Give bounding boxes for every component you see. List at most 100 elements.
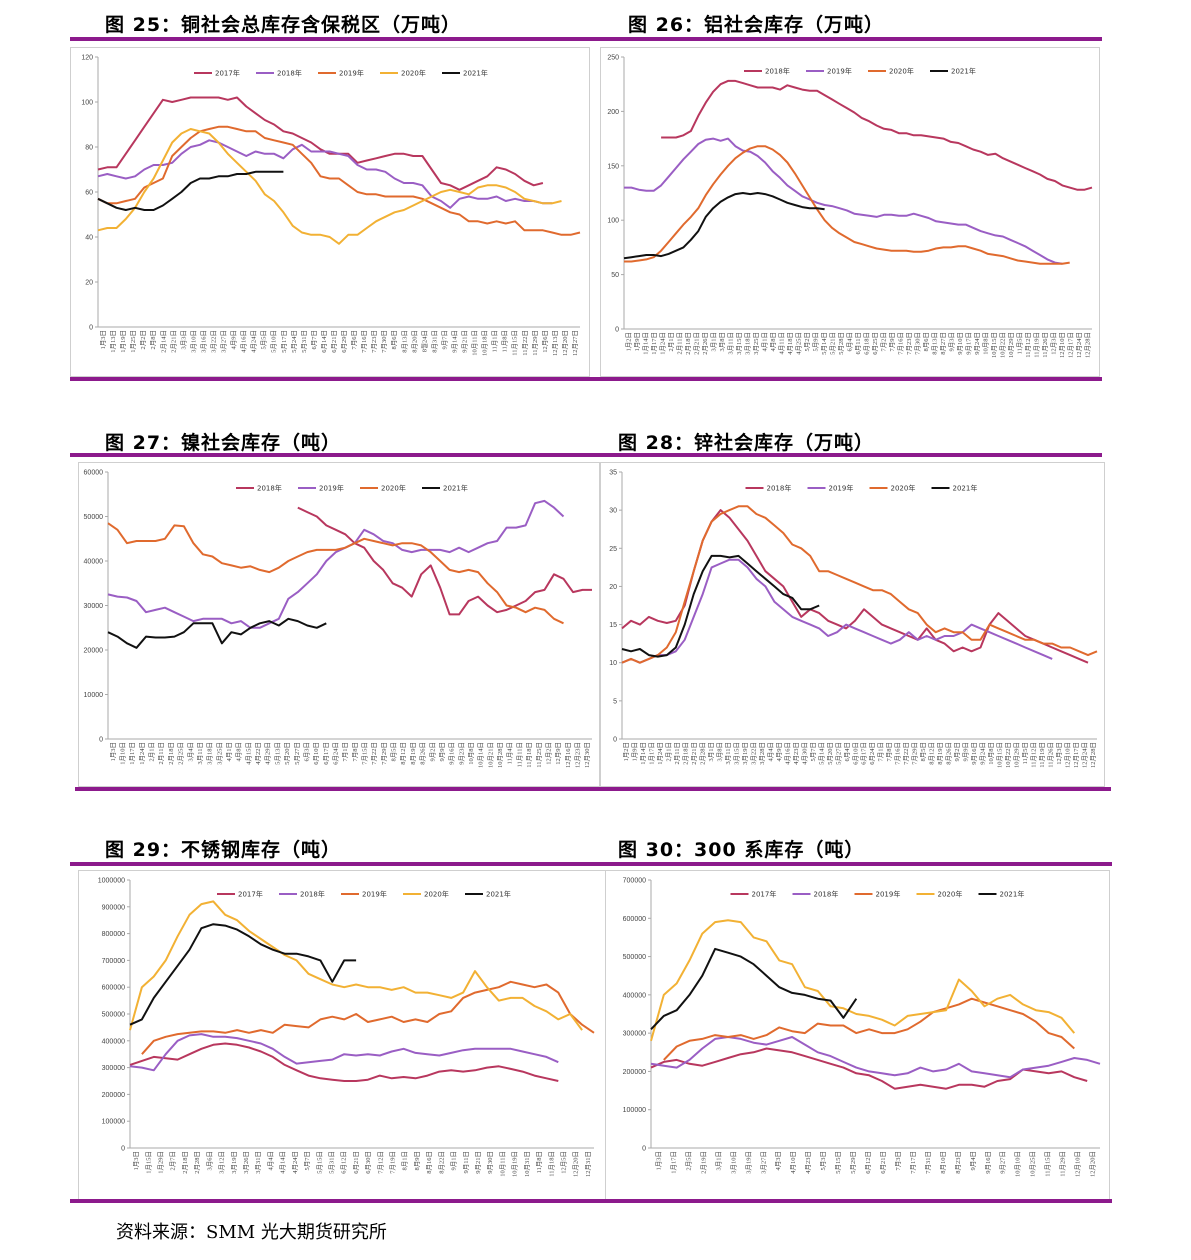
x-tick-label: 7月6日 xyxy=(350,330,358,350)
legend-label: 2018年 xyxy=(277,69,302,78)
x-tick-label: 6月3日 xyxy=(302,742,310,762)
x-tick-label: 8月6日 xyxy=(390,330,398,350)
x-tick-label: 4月24日 xyxy=(250,330,258,353)
y-tick-label: 600000 xyxy=(102,985,125,992)
x-tick-label: 2月7日 xyxy=(169,1151,177,1171)
x-tick-label: 11月12日 xyxy=(1024,332,1032,358)
series-line xyxy=(129,1042,559,1082)
x-tick-label: 7月30日 xyxy=(914,332,922,355)
x-tick-label: 3月25日 xyxy=(215,742,223,765)
x-tick-label: 10月8日 xyxy=(982,332,990,355)
x-tick-label: 9月4日 xyxy=(969,1151,977,1171)
legend-label: 2020年 xyxy=(381,484,406,493)
x-tick-label: 3月3日 xyxy=(179,330,187,350)
series-line xyxy=(97,139,553,209)
legend-label: 2019年 xyxy=(876,890,901,899)
y-tick-label: 30000 xyxy=(84,603,104,610)
x-tick-label: 5月3日 xyxy=(819,1151,827,1171)
x-tick-label: 11月29日 xyxy=(531,330,539,356)
legend-label: 2018年 xyxy=(765,67,790,76)
x-tick-label: 9月14日 xyxy=(450,330,458,353)
x-tick-label: 4月23日 xyxy=(804,1151,812,1174)
series-line xyxy=(107,617,327,649)
x-tick-label: 7月19日 xyxy=(389,1151,397,1174)
x-tick-label: 2月21日 xyxy=(169,330,177,353)
legend-label: 2021年 xyxy=(463,69,488,78)
x-tick-label: 2月5日 xyxy=(684,1151,692,1171)
x-tick-label: 8月31日 xyxy=(430,330,438,353)
x-tick-label: 4月8日 xyxy=(235,742,243,762)
x-tick-label: 11月5日 xyxy=(1016,332,1024,355)
series-line xyxy=(107,522,564,625)
x-tick-label: 1月3日 xyxy=(132,1151,140,1171)
legend-label: 2019年 xyxy=(319,484,344,493)
x-tick-label: 12月30日 xyxy=(583,742,591,768)
y-tick-label: 0 xyxy=(615,327,619,334)
series-line xyxy=(297,506,592,616)
series-line xyxy=(97,125,581,236)
y-tick-label: 0 xyxy=(642,1146,646,1153)
y-tick-label: 700000 xyxy=(102,958,125,965)
x-tick-label: 4月11日 xyxy=(777,332,785,355)
x-tick-label: 1月3日 xyxy=(654,1151,662,1171)
x-tick-label: 3月25日 xyxy=(752,332,760,355)
x-tick-label: 1月14日 xyxy=(639,742,647,765)
x-tick-label: 2月2日 xyxy=(139,330,147,350)
x-tick-label: 8月26日 xyxy=(419,742,427,765)
y-tick-label: 120 xyxy=(81,55,93,62)
x-tick-label: 6月11日 xyxy=(854,332,862,355)
x-tick-label: 5月31日 xyxy=(327,1151,335,1174)
x-tick-label: 11月15日 xyxy=(511,330,519,356)
x-tick-label: 4月14日 xyxy=(279,1151,287,1174)
x-tick-label: 6月25日 xyxy=(871,332,879,355)
x-tick-label: 12月3日 xyxy=(1050,332,1058,355)
x-tick-label: 7月16日 xyxy=(360,330,368,353)
y-tick-label: 150 xyxy=(607,163,619,170)
x-tick-label: 3月31日 xyxy=(254,1151,262,1174)
chart-copy-inventory: 0 20 40 60 80 100 120 1月3日 1月13日 1月19日 1月25日 2月2日 2月… xyxy=(70,47,590,377)
y-tick-label: 500000 xyxy=(623,954,646,961)
x-tick-label: 7月12日 xyxy=(376,1151,384,1174)
x-tick-label: 5月5日 xyxy=(260,330,268,350)
chart-300-series-inventory: 0 100000 200000 300000 400000 500000 600000 700… xyxy=(605,870,1110,1200)
x-tick-label: 12月20日 xyxy=(561,330,569,356)
x-tick-label: 9月24日 xyxy=(978,742,986,765)
x-tick-label: 5月17日 xyxy=(280,330,288,353)
x-tick-label: 4月9日 xyxy=(775,742,783,762)
x-tick-label: 8月19日 xyxy=(936,742,944,765)
chart-title-25: 图 25：铜社会总库存含保税区（万吨） xyxy=(105,14,462,36)
x-tick-label: 5月14日 xyxy=(820,332,828,355)
x-tick-label: 6月12日 xyxy=(864,1151,872,1174)
legend-label: 2018年 xyxy=(300,890,325,899)
x-tick-label: 7月1日 xyxy=(341,742,349,762)
x-tick-label: 11月22日 xyxy=(521,330,529,356)
y-tick-label: 30 xyxy=(609,508,617,515)
x-tick-label: 9月27日 xyxy=(999,1151,1007,1174)
x-tick-label: 1月17日 xyxy=(128,742,136,765)
x-tick-label: 6月29日 xyxy=(340,330,348,353)
x-tick-label: 12月17日 xyxy=(1072,742,1080,768)
x-tick-label: 7月22日 xyxy=(902,742,910,765)
x-tick-label: 1月14日 xyxy=(641,332,649,355)
x-tick-label: 11月15日 xyxy=(1044,1151,1052,1177)
y-tick-label: 400000 xyxy=(623,992,646,999)
y-tick-label: 0 xyxy=(89,325,93,332)
x-tick-label: 6月21日 xyxy=(330,330,338,353)
x-tick-label: 9月2日 xyxy=(428,742,436,762)
y-tick-label: 100000 xyxy=(102,1119,125,1126)
x-tick-label: 7月29日 xyxy=(380,742,388,765)
series-line xyxy=(107,499,565,629)
x-tick-label: 3月19日 xyxy=(741,742,749,765)
x-tick-label: 12月13日 xyxy=(551,330,559,356)
y-tick-label: 0 xyxy=(121,1146,125,1153)
x-tick-label: 5月15日 xyxy=(315,1151,323,1174)
chart-title-30: 图 30：300 系库存（吨） xyxy=(618,839,865,861)
legend-label: 2020年 xyxy=(891,484,916,493)
series-line xyxy=(624,137,1063,265)
y-tick-label: 100000 xyxy=(623,1107,646,1114)
x-tick-label: 10月18日 xyxy=(481,330,489,356)
x-tick-label: 3月1日 xyxy=(714,1151,722,1171)
x-tick-label: 1月24日 xyxy=(658,332,666,355)
x-tick-label: 8月5日 xyxy=(919,742,927,762)
x-tick-label: 8月6日 xyxy=(922,332,930,352)
